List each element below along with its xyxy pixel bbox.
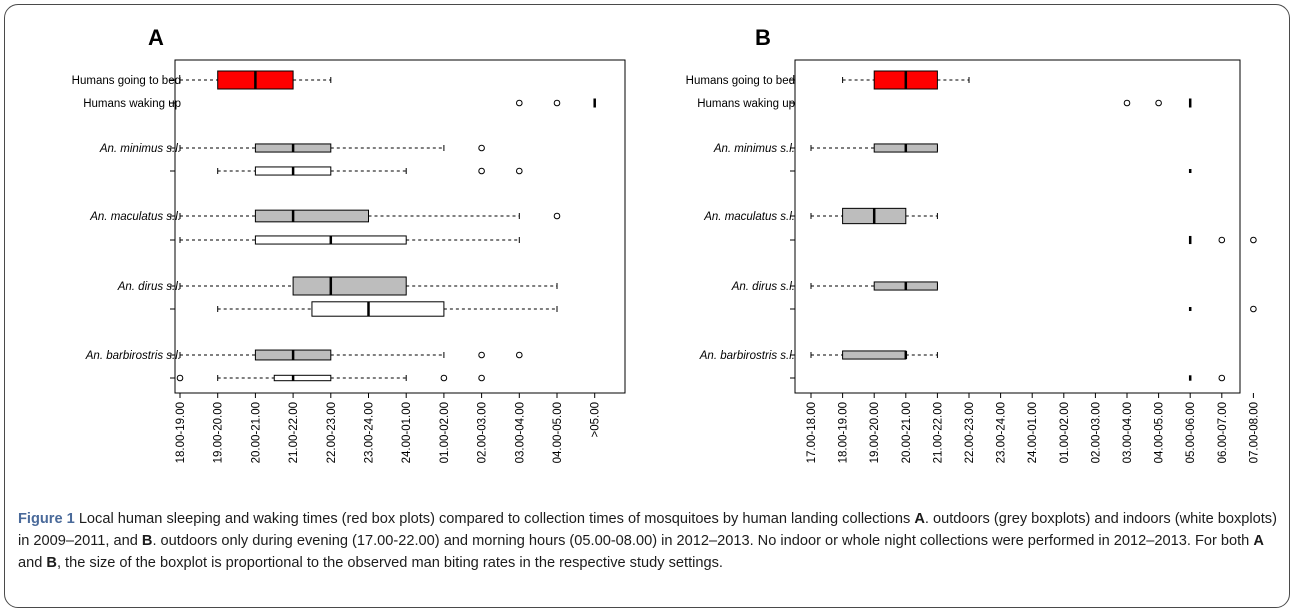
caption-segment: A xyxy=(1253,533,1264,549)
outlier-point xyxy=(176,374,184,382)
figure-caption: Figure 1 Local human sleeping and waking… xyxy=(18,508,1280,574)
x-tick-label: 17.00-18.00 xyxy=(806,402,818,463)
caption-segment: . outdoors only during evening (17.00-22… xyxy=(152,533,1254,549)
row-label: An. maculatus s.l. xyxy=(89,211,181,223)
x-tick-label: 20.00-21.00 xyxy=(901,402,913,463)
box-human xyxy=(179,70,332,90)
plot-frame xyxy=(174,59,626,394)
panel-label: A xyxy=(148,25,164,50)
outlier-point xyxy=(1218,374,1226,382)
box-outdoors xyxy=(179,349,523,361)
row-label: Humans waking up xyxy=(697,98,795,110)
row-label: An. maculatus s.l. xyxy=(703,211,795,223)
box-body xyxy=(842,350,907,360)
box-body xyxy=(254,209,369,223)
x-tick-label: 03.00-04.00 xyxy=(1122,402,1134,463)
x-tick-label: 01.00-02.00 xyxy=(439,402,451,463)
box-outdoors xyxy=(810,350,938,360)
row-label: An. barbirostris s.l. xyxy=(85,350,181,362)
outlier-point xyxy=(553,99,561,107)
x-tick-label: 19.00-20.00 xyxy=(869,402,881,463)
outlier-point xyxy=(516,351,523,359)
x-tick-label: 18.00-19.00 xyxy=(175,402,187,463)
box-outdoors xyxy=(810,143,938,153)
box-human xyxy=(1123,98,1192,108)
x-tick-label: 24.00-01.00 xyxy=(401,402,413,463)
box-body xyxy=(273,374,332,382)
box-human xyxy=(516,98,596,108)
box-outdoors xyxy=(1188,374,1226,382)
box-outdoors xyxy=(1188,305,1257,313)
x-tick-label: 05.00-06.00 xyxy=(1185,402,1197,463)
panel-label: B xyxy=(755,25,771,50)
row-label: An. minimus s.l. xyxy=(713,143,795,155)
caption-segment: Local human sleeping and waking times (r… xyxy=(74,511,915,527)
row-label: An. minimus s.l. xyxy=(99,143,181,155)
x-tick-label: 20.00-21.00 xyxy=(250,402,262,463)
x-tick-label: 22.00-23.00 xyxy=(326,402,338,463)
caption-segment: B xyxy=(46,555,57,571)
box-body xyxy=(311,301,445,317)
caption-segment: A xyxy=(914,511,925,527)
outlier-point xyxy=(478,167,485,175)
figure-canvas: A Humans going to bed Humans waking up An. … xyxy=(72,25,1261,463)
row-label: Humans waking up xyxy=(83,98,181,110)
outlier-point xyxy=(516,99,523,107)
figure-frame xyxy=(4,4,1290,608)
x-tick-label: 23.00-24.00 xyxy=(364,402,376,463)
x-tick-label: 01.00-02.00 xyxy=(1059,402,1071,463)
box-outdoors xyxy=(179,209,561,223)
caption-figure-label: Figure 1 xyxy=(18,511,75,527)
box-outdoors xyxy=(810,281,938,291)
outlier-point xyxy=(440,374,448,382)
x-tick-label: 19.00-20.00 xyxy=(213,402,225,463)
x-tick-label: 07.00-08.00 xyxy=(1248,402,1260,463)
outlier-point xyxy=(553,212,561,220)
x-tick-label: 04.00-05.00 xyxy=(552,402,564,463)
x-tick-label: >05.00 xyxy=(590,402,602,438)
x-tick-label: 03.00-04.00 xyxy=(514,402,526,463)
row-label: Humans going to bed xyxy=(686,75,795,87)
x-tick-label: 04.00-05.00 xyxy=(1154,402,1166,463)
x-tick-label: 21.00-22.00 xyxy=(288,402,300,463)
outlier-point xyxy=(1155,99,1162,107)
x-tick-label: 06.00-07.00 xyxy=(1217,402,1229,463)
box-body xyxy=(292,276,407,296)
box-indoors xyxy=(217,166,523,176)
chart-panel-a: A Humans going to bed Humans waking up An. … xyxy=(72,25,626,463)
chart-panel-b: B Humans going to bed Humans waking up An. … xyxy=(686,25,1261,463)
outlier-point xyxy=(1250,305,1257,313)
plot-frame xyxy=(794,59,1241,394)
box-outdoors xyxy=(810,207,938,225)
row-label: An. dirus s.l. xyxy=(117,281,181,293)
outlier-point xyxy=(478,374,485,382)
caption-segment: B xyxy=(141,533,153,549)
x-tick-label: 02.00-03.00 xyxy=(477,402,489,463)
box-indoors xyxy=(217,301,558,317)
x-tick-label: 21.00-22.00 xyxy=(932,402,944,463)
box-outdoors xyxy=(179,276,558,296)
x-tick-label: 22.00-23.00 xyxy=(964,402,976,463)
x-tick-label: 23.00-24.00 xyxy=(996,402,1008,463)
box-outdoors xyxy=(179,143,485,153)
outlier-point xyxy=(1250,236,1257,244)
outlier-point xyxy=(478,351,485,359)
box-indoors xyxy=(176,374,485,382)
outlier-point xyxy=(478,144,485,152)
x-tick-label: 02.00-03.00 xyxy=(1090,402,1102,463)
row-label: An. barbirostris s.l. xyxy=(699,350,795,362)
outlier-point xyxy=(1123,99,1131,107)
caption-segment: and xyxy=(18,555,47,571)
row-label: Humans going to bed xyxy=(72,75,181,87)
row-label: An. dirus s.l. xyxy=(731,281,795,293)
outlier-point xyxy=(1218,236,1226,244)
box-outdoors xyxy=(1188,235,1257,245)
box-indoors xyxy=(179,235,520,245)
outlier-point xyxy=(516,167,523,175)
x-tick-label: 18.00-19.00 xyxy=(838,402,850,463)
caption-segment: , the size of the boxplot is proportiona… xyxy=(56,555,723,571)
box-human xyxy=(842,70,970,90)
caption-segment: . outdoors (grey boxplots) and indoors (… xyxy=(18,511,1277,549)
x-tick-label: 24.00-01.00 xyxy=(1027,402,1039,463)
